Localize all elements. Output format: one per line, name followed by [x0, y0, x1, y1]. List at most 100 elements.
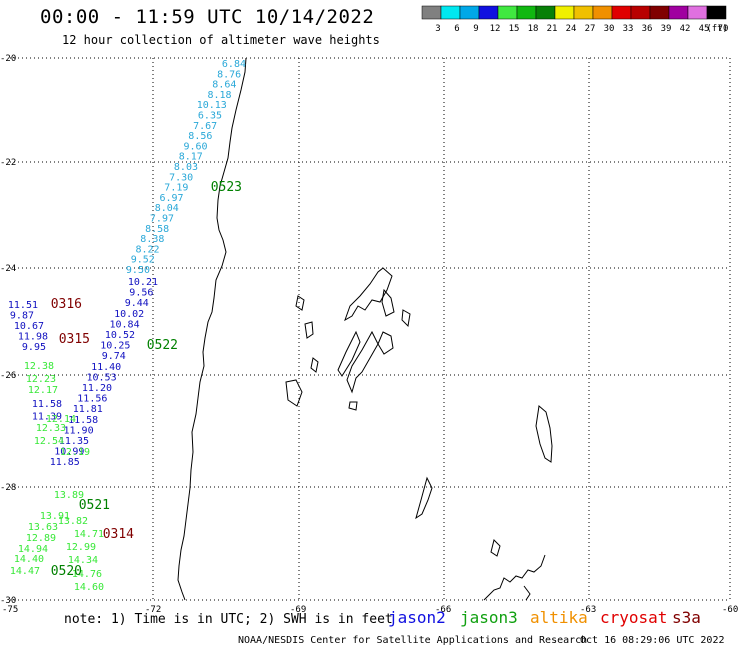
wave-height-label: 14.40 — [14, 554, 44, 565]
wave-height-label: 8.76 — [217, 69, 241, 80]
y-tick-label: -28 — [0, 483, 16, 493]
wave-height-label: 14.76 — [72, 569, 102, 580]
wave-height-label: 10.21 — [128, 277, 158, 288]
legend-swatch — [630, 5, 651, 20]
x-tick-label: -72 — [145, 605, 161, 615]
wave-height-label: 6.35 — [198, 111, 222, 122]
wave-height-label: 10.13 — [197, 100, 227, 111]
x-tick-label: -63 — [580, 605, 596, 615]
legend-swatch — [421, 5, 442, 20]
wave-height-label: 9.87 — [10, 311, 34, 322]
wave-height-label: 12.23 — [26, 374, 56, 385]
wave-height-label: 12.38 — [24, 361, 54, 372]
wave-height-label: 9.52 — [131, 255, 155, 266]
satellite-label-cryosat: cryosat — [600, 608, 668, 627]
wave-height-label: 7.97 — [150, 214, 174, 225]
chart-subtitle: 12 hour collection of altimeter wave hei… — [62, 33, 380, 47]
wave-height-label: 7.30 — [169, 172, 193, 183]
wave-height-label: 10.99 — [54, 447, 84, 458]
legend-swatch — [649, 5, 670, 20]
y-tick-label: -20 — [0, 54, 16, 64]
legend-label: 18 — [528, 24, 539, 34]
wave-height-label: 0523 — [211, 180, 242, 195]
satellite-label-jason3: jason3 — [460, 608, 518, 627]
x-tick-label: -75 — [2, 605, 18, 615]
legend-swatch — [706, 5, 727, 20]
wave-height-label: 10.02 — [114, 309, 144, 320]
chart-title: 00:00 - 11:59 UTC 10/14/2022 — [40, 6, 375, 28]
y-tick-label: -24 — [0, 264, 16, 274]
wave-height-label: 8.04 — [155, 203, 179, 214]
wave-height-label: 13.82 — [58, 516, 88, 527]
footer-note: note: 1) Time is in UTC; 2) SWH is in fe… — [64, 612, 393, 627]
wave-height-label: 11.56 — [77, 394, 107, 405]
wave-height-label: 13.63 — [28, 522, 58, 533]
legend-label: 45 — [699, 24, 710, 34]
wave-height-label: 11.39 — [32, 412, 62, 423]
wave-height-label: 0314 — [103, 527, 134, 542]
wave-height-label: 0521 — [79, 498, 110, 513]
legend-swatch — [440, 5, 461, 20]
satellite-label-altika: altika — [530, 608, 588, 627]
legend-label: 36 — [642, 24, 653, 34]
y-tick-label: -22 — [0, 158, 16, 168]
wave-height-label: 8.38 — [140, 234, 164, 245]
wave-height-label: 8.56 — [188, 131, 212, 142]
wave-height-label: 0316 — [51, 297, 82, 312]
legend-label: 33 — [623, 24, 634, 34]
x-tick-label: -66 — [435, 605, 451, 615]
wave-height-label: 8.22 — [136, 244, 160, 255]
wave-height-label: 14.47 — [10, 566, 40, 577]
legend-swatch — [478, 5, 499, 20]
legend-swatch — [554, 5, 575, 20]
wave-height-label: 11.20 — [82, 383, 112, 394]
legend-label: 24 — [566, 24, 577, 34]
legend-label: 15 — [509, 24, 520, 34]
wave-height-label: 8.58 — [145, 224, 169, 235]
legend-label: 27 — [585, 24, 596, 34]
wave-height-label: 11.98 — [18, 332, 48, 343]
wave-height-label: 11.90 — [63, 425, 93, 436]
wave-height-label: 9.74 — [102, 351, 126, 362]
map-grid — [10, 57, 731, 601]
wave-height-label: 9.44 — [125, 298, 149, 309]
legend-swatch — [611, 5, 632, 20]
wave-height-label: 10.25 — [100, 341, 130, 352]
wave-height-label: 14.94 — [18, 544, 48, 555]
wave-height-label: 0315 — [59, 332, 90, 347]
y-tick-label: -30 — [0, 596, 16, 606]
wave-height-label: 9.56 — [129, 288, 153, 299]
legend-swatch — [459, 5, 480, 20]
wave-height-label: 0522 — [147, 338, 178, 353]
wave-height-label: 13.89 — [54, 490, 84, 501]
wave-height-label: 12.33 — [36, 423, 66, 434]
legend-label: 9 — [473, 24, 478, 34]
legend-swatch — [516, 5, 537, 20]
legend-swatch — [668, 5, 689, 20]
wave-height-label: 10.52 — [105, 330, 135, 341]
wave-height-label: 8.18 — [208, 90, 232, 101]
credit-text: NOAA/NESDIS Center for Satellite Applica… — [238, 635, 588, 646]
wave-height-label: 11.58 — [68, 415, 98, 426]
legend-swatch — [497, 5, 518, 20]
wave-height-label: 10.53 — [86, 372, 116, 383]
wave-height-label: 12.14 — [46, 414, 76, 425]
wave-height-label: 10.84 — [109, 319, 139, 330]
wave-height-label: 14.60 — [74, 582, 104, 593]
legend-swatch — [535, 5, 556, 20]
timestamp-text: Oct 16 08:29:06 UTC 2022 — [580, 635, 725, 646]
wave-height-label: 11.58 — [32, 399, 62, 410]
wave-height-label: 10.67 — [14, 321, 44, 332]
wave-height-label: 0520 — [51, 564, 82, 579]
altimeter-tracks: 6.848.768.648.1810.136.357.678.569.608.1… — [8, 59, 246, 593]
y-tick-label: -26 — [0, 371, 16, 381]
wave-height-label: 8.64 — [212, 80, 236, 91]
lakes — [285, 267, 553, 601]
wave-height-label: 9.50 — [126, 265, 150, 276]
wave-height-label: 8.17 — [179, 152, 203, 163]
wave-height-label: 11.85 — [50, 457, 80, 468]
wave-height-label: 6.97 — [160, 193, 184, 204]
wave-height-label: 12.89 — [26, 533, 56, 544]
wave-height-label: 12.17 — [28, 385, 58, 396]
legend-label: 30 — [604, 24, 615, 34]
